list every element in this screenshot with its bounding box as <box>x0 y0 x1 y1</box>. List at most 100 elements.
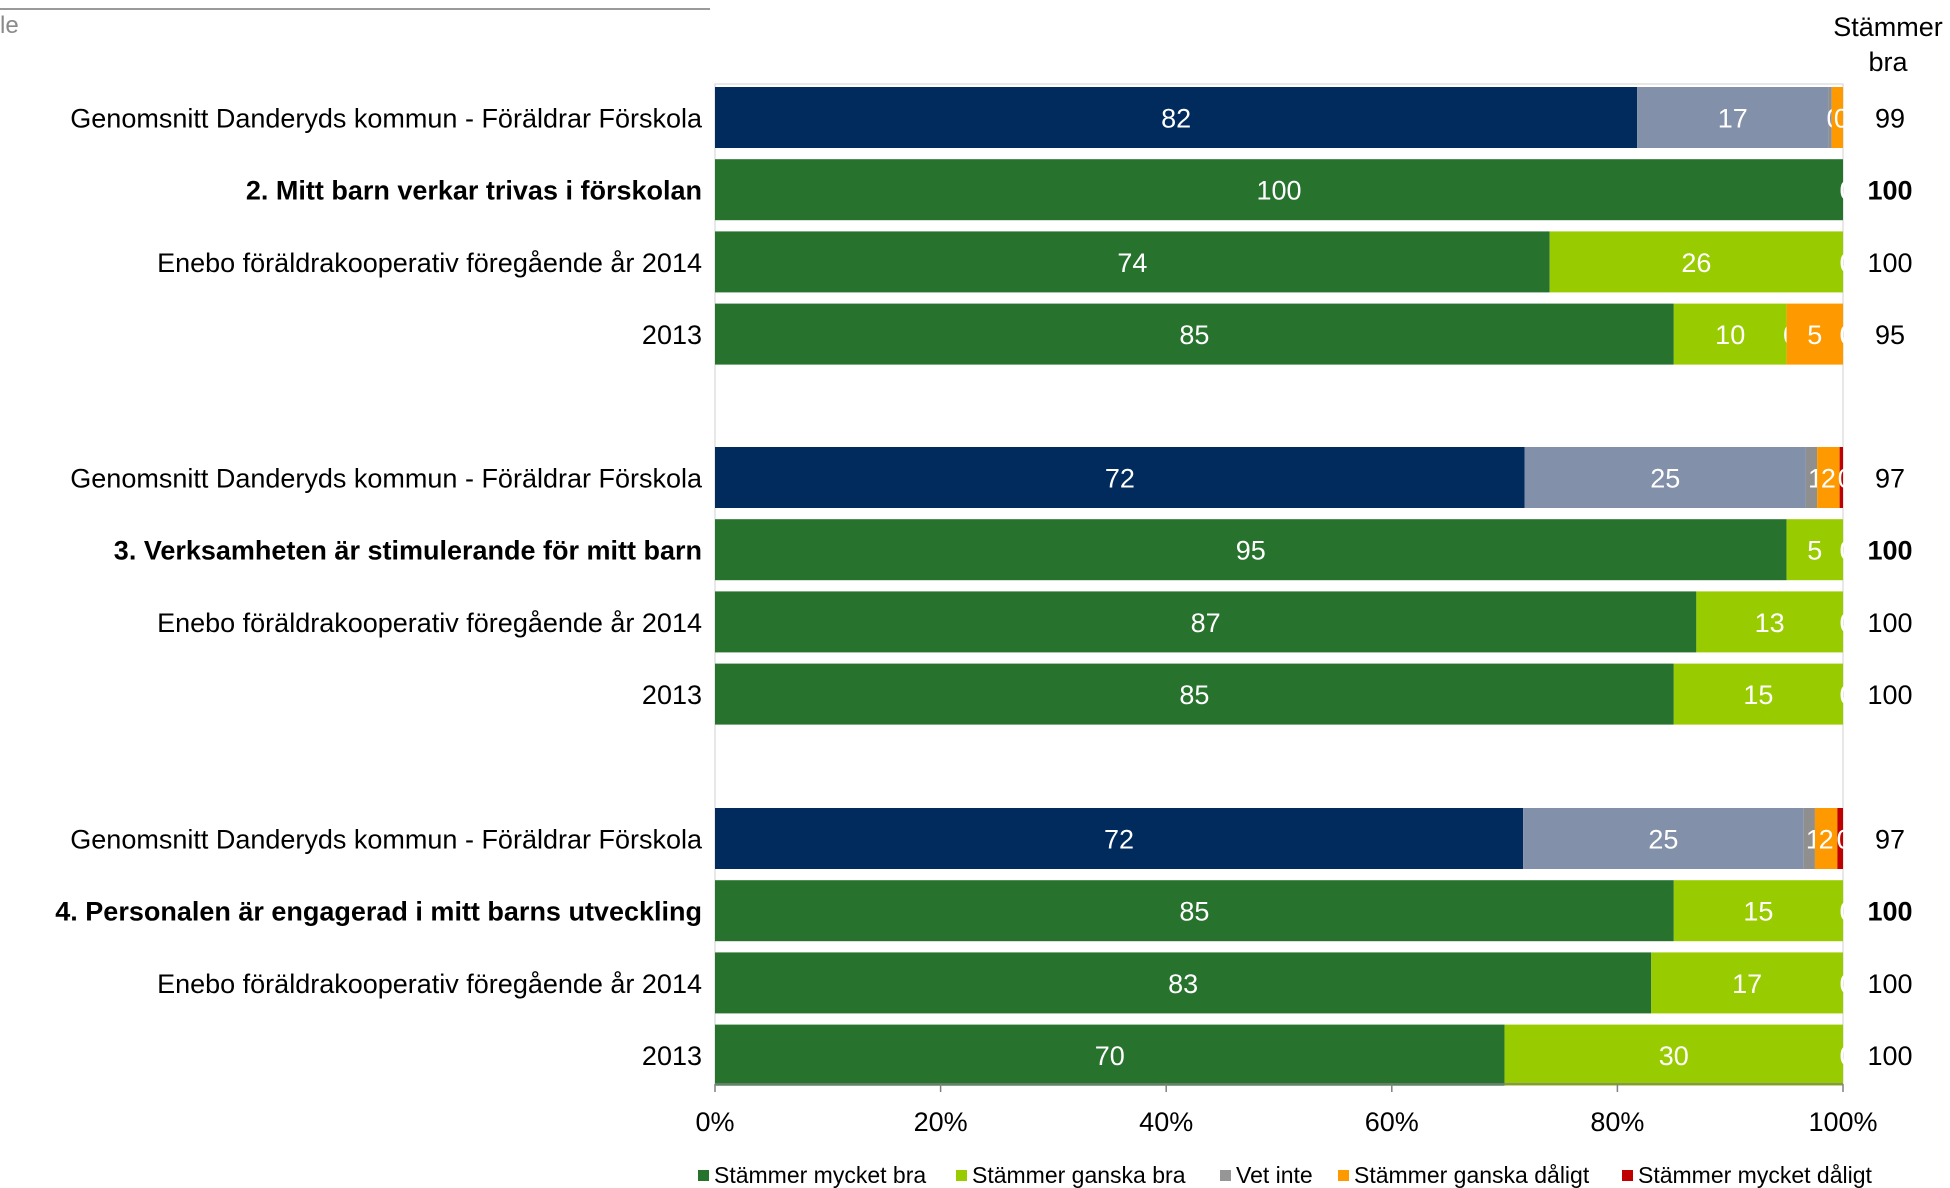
data-label: 0 <box>1839 680 1854 710</box>
data-label: 100 <box>1256 176 1301 206</box>
bar-segment-vet-inte <box>1828 87 1832 148</box>
x-tick-label: 100% <box>1808 1107 1877 1137</box>
bar-segment-ganska-bra <box>1524 447 1806 508</box>
bar-segment-ganska-daligt <box>1814 808 1838 869</box>
data-label: 30 <box>1659 1041 1689 1071</box>
stammer-bra-header: Stämmer bra <box>1828 10 1948 80</box>
bar-segment-vet-inte <box>1805 447 1818 508</box>
bar-segment-vet-inte <box>1803 808 1815 869</box>
stammer-bra-value: 97 <box>1875 825 1905 855</box>
bar-segment-ganska-bra <box>1673 303 1787 365</box>
bar-segment-mycket-bra <box>715 519 1787 581</box>
bar-segment-ganska-bra <box>1523 808 1804 869</box>
data-label: 0 <box>1838 464 1853 494</box>
data-label: 0 <box>1839 536 1854 566</box>
category-label: 2. Mitt barn verkar trivas i förskolan <box>246 176 702 206</box>
legend-swatch <box>698 1170 709 1181</box>
data-label: 25 <box>1650 464 1680 494</box>
bar-segment-mycket-daligt <box>1839 447 1843 508</box>
data-label: 85 <box>1179 320 1209 350</box>
bar-segment-mycket-bra <box>715 880 1674 942</box>
stammer-bra-value: 95 <box>1875 320 1905 350</box>
category-label: Enebo föräldrakooperativ föregående år 2… <box>157 248 702 278</box>
data-label: 85 <box>1179 680 1209 710</box>
data-label: 0 <box>1839 608 1854 638</box>
legend-swatch <box>1622 1170 1633 1181</box>
stammer-bra-value: 100 <box>1867 248 1912 278</box>
bar-segment-ganska-daligt <box>1831 87 1843 148</box>
stammer-bra-value: 97 <box>1875 464 1905 494</box>
stammer-bra-header-line1: Stämmer <box>1833 12 1943 42</box>
category-label: 3. Verksamheten är stimulerande för mitt… <box>114 536 702 566</box>
stammer-bra-value: 100 <box>1867 536 1912 566</box>
stammer-bra-value: 100 <box>1867 608 1912 638</box>
bar-segment-mycket-bra <box>715 447 1525 508</box>
data-label: 10 <box>1715 320 1745 350</box>
data-label: 74 <box>1117 248 1147 278</box>
legend-label: Stämmer ganska dåligt <box>1354 1162 1590 1188</box>
data-label: 72 <box>1104 825 1134 855</box>
cropped-title-fragment: le <box>0 12 19 39</box>
bar-segment-mycket-bra <box>715 1024 1505 1086</box>
category-label: Genomsnitt Danderyds kommun - Föräldrar … <box>70 104 703 134</box>
bar-segment-ganska-bra <box>1651 952 1843 1014</box>
bar-segment-mycket-bra <box>715 663 1674 725</box>
category-label: 2013 <box>642 680 702 710</box>
data-label: 87 <box>1191 608 1221 638</box>
bar-segment-ganska-bra <box>1786 519 1843 581</box>
category-label: Genomsnitt Danderyds kommun - Föräldrar … <box>70 464 703 494</box>
data-label: 0 <box>1834 104 1849 134</box>
data-label: 0 <box>1837 825 1852 855</box>
data-label: 95 <box>1236 536 1266 566</box>
data-label: 2 <box>1821 464 1836 494</box>
legend-swatch <box>1220 1170 1231 1181</box>
data-label: 0 <box>1839 176 1854 206</box>
stammer-bra-value: 100 <box>1867 1041 1912 1071</box>
x-tick-label: 40% <box>1139 1107 1193 1137</box>
data-label: 17 <box>1718 104 1748 134</box>
data-label: 72 <box>1105 464 1135 494</box>
x-tick-label: 60% <box>1365 1107 1419 1137</box>
bar-segment-ganska-bra <box>1696 591 1843 653</box>
bar-segment-mycket-bra <box>715 591 1697 653</box>
data-label: 5 <box>1807 320 1822 350</box>
data-label: 5 <box>1807 536 1822 566</box>
bar-segment-ganska-bra <box>1637 87 1829 148</box>
category-label: Genomsnitt Danderyds kommun - Föräldrar … <box>70 825 703 855</box>
legend-label: Stämmer mycket bra <box>714 1162 926 1188</box>
data-label: 13 <box>1755 608 1785 638</box>
category-label: Enebo föräldrakooperativ föregående år 2… <box>157 969 702 999</box>
bar-segment-ganska-daligt <box>1817 447 1840 508</box>
bar-segment-mycket-bra <box>715 303 1674 365</box>
category-label: 2013 <box>642 1041 702 1071</box>
stammer-bra-value: 100 <box>1867 897 1912 927</box>
legend-swatch <box>1338 1170 1349 1181</box>
data-label: 0 <box>1839 248 1854 278</box>
stammer-bra-value: 100 <box>1867 969 1912 999</box>
bar-segment-mycket-bra <box>715 159 1843 221</box>
legend-swatch <box>956 1170 967 1181</box>
data-label: 83 <box>1168 969 1198 999</box>
stammer-bra-value: 99 <box>1875 104 1905 134</box>
stammer-bra-header-line2: bra <box>1868 47 1908 77</box>
bar-segment-mycket-bra <box>715 231 1550 293</box>
bar-segment-ganska-bra <box>1673 663 1843 725</box>
data-label: 0 <box>1839 320 1854 350</box>
data-label: 15 <box>1743 897 1773 927</box>
legend-label: Vet inte <box>1236 1162 1313 1188</box>
x-tick-label: 20% <box>914 1107 968 1137</box>
bar-segment-mycket-bra <box>715 87 1638 148</box>
data-label: 15 <box>1743 680 1773 710</box>
bar-segment-ganska-bra <box>1549 231 1843 293</box>
data-label: 0 <box>1839 969 1854 999</box>
data-label: 0 <box>1839 897 1854 927</box>
header-divider-line <box>0 8 710 10</box>
bar-segment-ganska-daligt <box>1786 303 1843 365</box>
legend-label: Stämmer mycket dåligt <box>1638 1162 1873 1188</box>
category-label: 2013 <box>642 320 702 350</box>
data-label: 85 <box>1179 897 1209 927</box>
stammer-bra-value: 100 <box>1867 176 1912 206</box>
data-label: 82 <box>1161 104 1191 134</box>
